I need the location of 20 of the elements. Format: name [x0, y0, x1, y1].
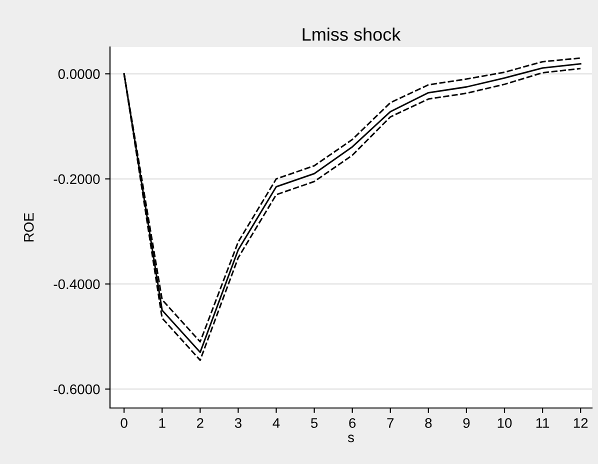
- x-tick-label: 6: [349, 418, 356, 428]
- x-tick-label: 7: [387, 418, 394, 428]
- x-tick-label: 0: [120, 418, 128, 428]
- x-tick-label: 4: [272, 418, 280, 428]
- x-tick-label: 1: [159, 418, 166, 428]
- y-axis-title: ROE: [24, 213, 34, 242]
- y-tick-label: -0.4000: [54, 279, 100, 290]
- y-tick-label: 0.0000: [58, 69, 100, 79]
- x-tick-label: 10: [498, 418, 512, 428]
- x-tick-label: 5: [310, 418, 318, 428]
- x-tick-label: 9: [463, 418, 470, 428]
- chart-title: Lmiss shock: [302, 28, 401, 41]
- x-tick-label: 11: [536, 418, 550, 428]
- x-tick-label: 3: [234, 418, 242, 428]
- y-tick-label: -0.2000: [54, 174, 100, 184]
- y-tick-label: -0.6000: [54, 384, 100, 394]
- x-tick-label: 12: [574, 418, 588, 428]
- x-axis-title: s: [348, 434, 354, 442]
- x-tick-label: 8: [425, 418, 432, 428]
- x-tick-label: 2: [197, 418, 204, 428]
